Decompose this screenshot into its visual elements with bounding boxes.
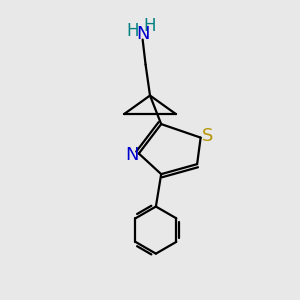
Text: N: N <box>136 25 149 43</box>
Text: N: N <box>126 146 139 164</box>
Text: H: H <box>144 17 156 35</box>
Text: H: H <box>126 22 139 40</box>
Text: S: S <box>201 127 213 145</box>
